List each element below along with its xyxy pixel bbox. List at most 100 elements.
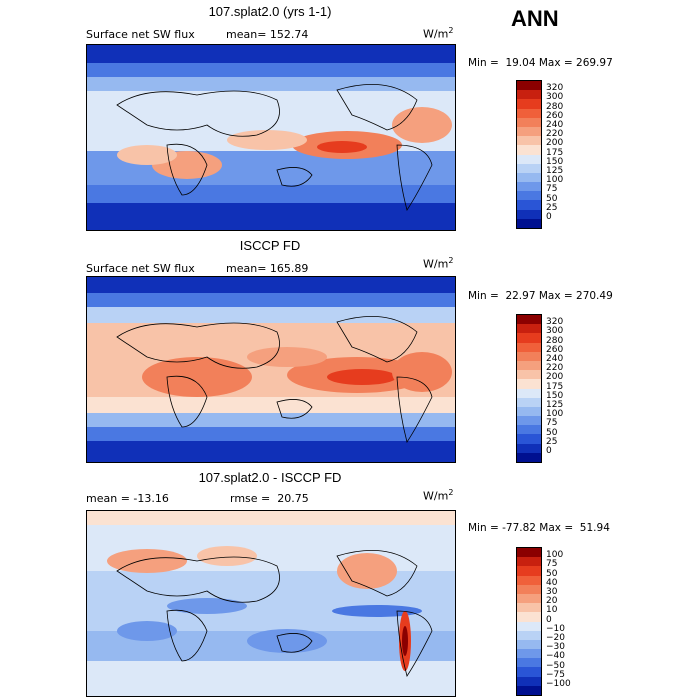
colorbar-swatch [517,658,541,668]
colorbar-tick-label: 320 [546,317,564,328]
colorbar-swatch [517,154,541,164]
colorbar-tick-label: 25 [546,436,558,447]
colorbar-tick-label: 75 [546,559,558,570]
colorbar-swatch [517,324,541,334]
colorbar-tick-label: −75 [546,669,565,680]
minmax-label: Min = -77.82 Max = 51.94 [468,522,610,534]
colorbar-swatch [517,315,541,325]
colorbar-swatch [517,603,541,613]
colorbar-swatch [517,145,541,155]
colorbar-swatch [517,425,541,435]
colorbar-tick-label: 50 [546,193,558,204]
colorbar-tick-label: 40 [546,577,558,588]
colorbar-swatch [517,676,541,686]
colorbar-tick-label: 240 [546,354,564,364]
colorbar-tick-label: −30 [546,642,565,653]
colorbar-tick-label: 200 [546,372,564,383]
colorbar-swatch [517,117,541,127]
map-difference [86,510,456,697]
mean-label: mean = -13.16 [86,492,169,505]
colorbar-swatch [517,584,541,594]
field-label: Surface net SW flux [86,262,195,275]
minmax-label: Min = 22.97 Max = 270.49 [468,290,613,302]
colorbar [516,314,542,464]
colorbar-tick-label: 260 [546,110,564,121]
colorbar-tick-label: −50 [546,660,565,671]
colorbar-swatch [517,126,541,137]
minmax-label: Min = 19.04 Max = 269.97 [468,57,613,69]
colorbar-swatch [517,406,541,417]
colorbar-tick-label: 300 [546,326,564,337]
colorbar-tick-label: 200 [546,138,564,149]
colorbar-tick-label: 100 [546,175,564,186]
colorbar-swatch [517,136,541,146]
colorbar-swatch [517,575,541,585]
colorbar-swatch [517,172,541,183]
colorbar-swatch [517,81,541,91]
colorbar-swatch [517,612,541,622]
map-model [86,44,456,231]
colorbar-tick-label: 100 [546,409,564,420]
colorbar-tick-label: 280 [546,101,564,112]
colorbar-swatch [517,557,541,567]
mean-label: mean= 152.74 [226,28,309,41]
colorbar-tick-label: 260 [546,344,564,355]
map-observations [86,276,456,463]
colorbar-tick-label: 0 [546,446,552,456]
colorbar-tick-label: 10 [546,605,558,616]
colorbar-swatch [517,548,541,558]
colorbar-tick-label: 175 [546,381,564,392]
colorbar-swatch [517,434,541,444]
colorbar-tick-label: 50 [546,427,558,438]
colorbar-swatch [517,182,541,192]
colorbar-swatch [517,667,541,677]
colorbar-tick-label: 300 [546,92,564,103]
colorbar-swatch [517,397,541,407]
colorbar-swatch [517,191,541,201]
colorbar-tick-label: 25 [546,202,558,213]
field-label: Surface net SW flux [86,28,195,41]
colorbar-tick-label: 125 [546,400,564,410]
colorbar [516,80,542,230]
colorbar-tick-label: 150 [546,390,564,401]
colorbar-tick-label: −100 [546,679,571,689]
colorbar-swatch [517,99,541,109]
colorbar-tick-label: −40 [546,651,565,662]
colorbar-tick-label: 100 [546,550,564,561]
colorbar-swatch [517,108,541,118]
colorbar-swatch [517,163,541,173]
units-label: W/m2 [423,26,454,41]
colorbar-swatch [517,639,541,650]
colorbar-swatch [517,416,541,426]
colorbar-tick-label: 320 [546,83,564,94]
colorbar-swatch [517,649,541,659]
colorbar-tick-label: 240 [546,120,564,130]
colorbar-tick-label: 20 [546,596,558,607]
colorbar-tick-label: 150 [546,156,564,167]
colorbar-swatch [517,342,541,352]
colorbar-swatch [517,360,541,371]
season-label: ANN [511,6,559,31]
colorbar-tick-label: 280 [546,335,564,346]
units-label: W/m2 [423,488,454,503]
colorbar-swatch [517,90,541,100]
colorbar [516,547,542,697]
colorbar-swatch [517,333,541,343]
panel-title: ISCCP FD [239,238,301,253]
colorbar-tick-label: −20 [546,633,565,643]
colorbar-tick-label: 220 [546,129,564,140]
colorbar-tick-label: 0 [546,212,552,222]
colorbar-swatch [517,452,541,462]
colorbar-tick-label: 125 [546,166,564,176]
panel-title: 107.splat2.0 - ISCCP FD [198,470,342,485]
colorbar-swatch [517,209,541,219]
units-label: W/m2 [423,256,454,271]
colorbar-tick-label: 175 [546,147,564,158]
colorbar-swatch [517,351,541,361]
colorbar-swatch [517,379,541,389]
colorbar-swatch [517,566,541,576]
colorbar-tick-label: 220 [546,363,564,374]
colorbar-tick-label: −10 [546,623,565,634]
colorbar-swatch [517,630,541,640]
colorbar-swatch [517,593,541,604]
